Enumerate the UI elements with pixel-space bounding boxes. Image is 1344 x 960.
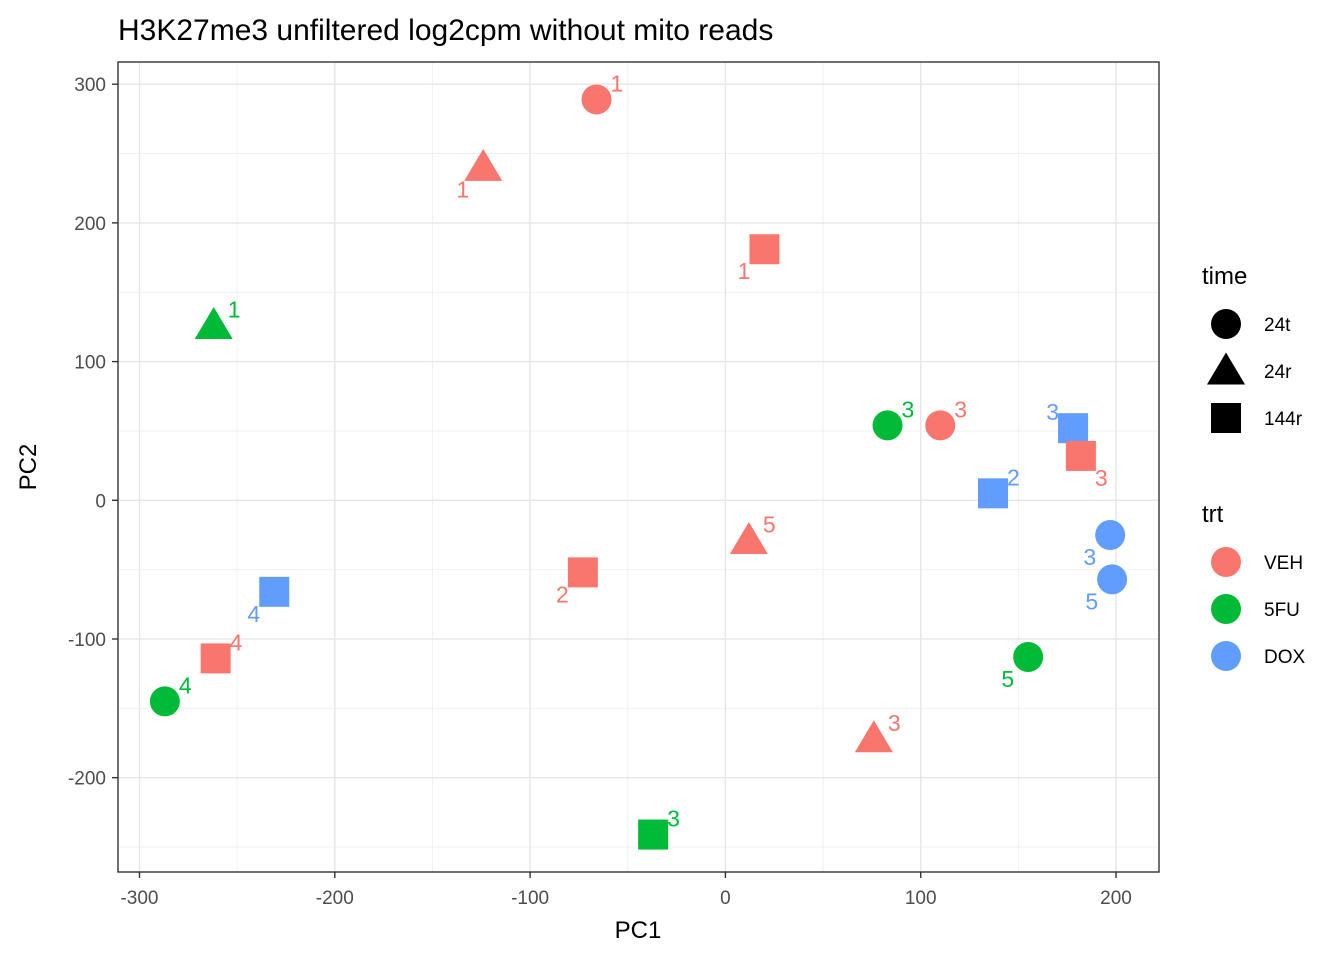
data-point-veh-24r — [464, 148, 503, 181]
legend-key-swatch — [1211, 547, 1241, 577]
data-point-dox-144r — [259, 576, 290, 607]
data-label: 4 — [247, 601, 260, 627]
legend-key-triangle-icon — [1207, 352, 1245, 385]
data-point-veh-24r — [729, 521, 768, 554]
legend-entry-label: 144r — [1264, 409, 1303, 430]
data-point-5fu-24t — [149, 686, 180, 717]
legend-entry-label: DOX — [1264, 647, 1306, 668]
data-label: 1 — [611, 70, 624, 96]
x-tick-label: 100 — [905, 888, 937, 909]
y-axis-title: PC2 — [15, 444, 42, 491]
data-point-dox-24t — [1095, 519, 1126, 550]
data-point-5fu-24t — [1013, 642, 1044, 673]
legend-entry-label: 5FU — [1264, 600, 1300, 621]
data-point-veh-24t — [581, 84, 612, 115]
data-label: 3 — [888, 710, 901, 736]
data-point-veh-144r — [200, 643, 231, 674]
x-tick-label: -300 — [120, 888, 158, 909]
data-label: 1 — [228, 297, 241, 323]
data-label: 1 — [738, 258, 751, 284]
data-point-5fu-24r — [194, 306, 233, 339]
legend-key-circle-icon — [1211, 309, 1241, 339]
plot-panel — [118, 62, 1159, 872]
y-tick-label: -200 — [68, 769, 106, 790]
x-tick-label: -100 — [511, 888, 549, 909]
data-label: 3 — [954, 396, 967, 422]
legend: time 24t 24r 144r trt VEH 5FU DOX — [1202, 263, 1306, 671]
chart-title: H3K27me3 unfiltered log2cpm without mito… — [118, 14, 773, 47]
legend-key-square-icon — [1211, 403, 1241, 433]
y-tick-label: -100 — [68, 630, 106, 651]
legend-title-trt: trt — [1202, 501, 1224, 528]
data-point-veh-24t — [925, 410, 956, 441]
x-tick-label: 200 — [1100, 888, 1132, 909]
legend-entry-label: VEH — [1264, 553, 1303, 574]
data-label: 2 — [556, 581, 569, 607]
x-axis-title: PC1 — [615, 917, 662, 944]
data-label: 2 — [1007, 464, 1020, 490]
data-label: 3 — [1095, 465, 1108, 491]
legend-entry-label: 24r — [1264, 362, 1292, 383]
data-point-veh-144r — [749, 234, 780, 265]
data-point-5fu-24t — [872, 410, 903, 441]
data-label: 5 — [1001, 666, 1014, 692]
y-tick-label: 0 — [95, 491, 106, 512]
data-label: 4 — [179, 672, 192, 698]
y-tick-label: 300 — [74, 75, 106, 96]
data-label: 3 — [667, 806, 680, 832]
grid-lines — [118, 62, 1159, 872]
legend-entry-label: 24t — [1264, 315, 1291, 336]
data-point-veh-24r — [854, 720, 893, 753]
data-point-dox-144r — [977, 478, 1008, 509]
axes: -300 -200 -100 0 100 200 -200 -100 0 100 200 300 — [68, 75, 1132, 909]
data-label: 3 — [902, 396, 915, 422]
data-label: 4 — [230, 629, 243, 655]
data-point-veh-144r — [1065, 440, 1096, 471]
data-point-dox-24t — [1097, 564, 1128, 595]
plot-border — [117, 61, 1160, 873]
data-point-dox-144r — [1058, 413, 1089, 444]
x-tick-label: 0 — [720, 888, 731, 909]
legend-title-time: time — [1202, 263, 1247, 290]
y-tick-label: 100 — [74, 353, 106, 374]
legend-key-swatch — [1211, 594, 1241, 624]
data-label: 3 — [1046, 399, 1059, 425]
data-label: 1 — [456, 176, 469, 202]
data-point-5fu-144r — [638, 819, 669, 850]
y-tick-label: 200 — [74, 214, 106, 235]
data-label: 3 — [1083, 544, 1096, 570]
x-tick-label: -200 — [316, 888, 354, 909]
data-label: 5 — [1085, 588, 1098, 614]
legend-key-swatch — [1211, 641, 1241, 671]
data-point-veh-144r — [567, 557, 598, 588]
data-label: 5 — [763, 512, 776, 538]
